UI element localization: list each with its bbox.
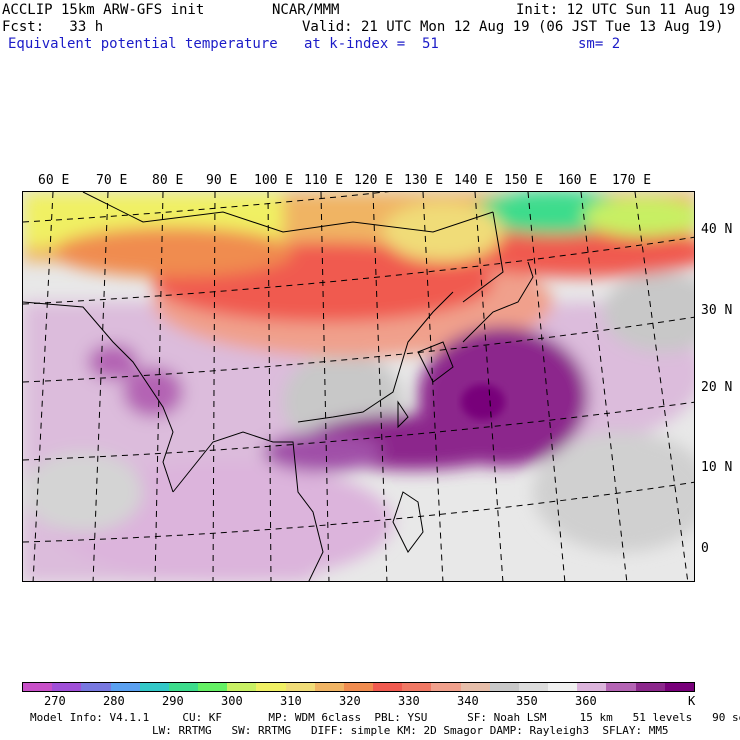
legend-unit: K — [688, 694, 696, 708]
legend-swatch — [23, 683, 53, 691]
legend-swatch — [81, 683, 111, 691]
lat-label: 30 N — [701, 303, 733, 318]
legend-tick: 330 — [398, 694, 420, 708]
legend-swatch — [227, 683, 257, 691]
lon-label: 120 E — [354, 173, 394, 188]
lon-label: 160 E — [558, 173, 598, 188]
model-info-line2: LW: RRTMG SW: RRTMG DIFF: simple KM: 2D … — [152, 724, 669, 737]
color-legend — [22, 682, 695, 692]
legend-swatch — [402, 683, 432, 691]
legend-tick: 350 — [516, 694, 538, 708]
legend-swatch — [548, 683, 578, 691]
lon-label: 140 E — [454, 173, 494, 188]
lon-label: 130 E — [404, 173, 444, 188]
legend-swatch — [489, 683, 519, 691]
legend-swatch — [577, 683, 607, 691]
lat-label: 0 — [701, 541, 709, 556]
level-index: at k-index = 51 — [304, 36, 439, 52]
legend-swatch — [373, 683, 403, 691]
legend-swatch — [52, 683, 82, 691]
smoothing-label: sm= 2 — [578, 36, 621, 52]
valid-time: Valid: 21 UTC Mon 12 Aug 19 (06 JST Tue … — [302, 19, 724, 35]
lon-label: 100 E — [254, 173, 294, 188]
lon-label: 170 E — [612, 173, 652, 188]
legend-tick: 270 — [44, 694, 66, 708]
lat-label: 10 N — [701, 460, 733, 475]
theta-e-field — [23, 192, 694, 581]
organization-label: NCAR/MMM — [272, 2, 340, 18]
legend-swatch — [139, 683, 169, 691]
model-info-line1: Model Info: V4.1.1 CU: KF MP: WDM 6class… — [30, 711, 740, 724]
legend-tick: 290 — [162, 694, 184, 708]
legend-tick: 310 — [280, 694, 302, 708]
legend-tick: 280 — [103, 694, 125, 708]
legend-tick: 340 — [457, 694, 479, 708]
lon-label: 90 E — [206, 173, 238, 188]
legend-tick: 320 — [339, 694, 361, 708]
legend-swatch — [198, 683, 228, 691]
map-panel — [22, 191, 695, 582]
legend-swatch — [110, 683, 140, 691]
legend-swatch — [343, 683, 374, 691]
legend-swatch — [635, 683, 665, 691]
run-title: ACCLIP 15km ARW-GFS init — [2, 2, 205, 18]
lon-label: 80 E — [152, 173, 184, 188]
legend-swatch — [518, 683, 549, 691]
lat-label: 40 N — [701, 222, 733, 237]
legend-tick: 300 — [221, 694, 243, 708]
lon-label: 110 E — [304, 173, 344, 188]
legend-swatch — [664, 683, 694, 691]
lat-label: 20 N — [701, 380, 733, 395]
legend-swatch — [168, 683, 199, 691]
legend-tick: 360 — [575, 694, 597, 708]
lon-label: 150 E — [504, 173, 544, 188]
legend-swatch — [460, 683, 490, 691]
forecast-hour: Fcst: 33 h — [2, 19, 104, 35]
coastlines — [23, 192, 534, 581]
lon-label: 60 E — [38, 173, 70, 188]
legend-swatch — [606, 683, 636, 691]
legend-swatch — [314, 683, 344, 691]
lon-label: 70 E — [96, 173, 128, 188]
legend-swatch — [431, 683, 461, 691]
init-time: Init: 12 UTC Sun 11 Aug 19 — [516, 2, 736, 18]
legend-swatch — [285, 683, 315, 691]
field-name: Equivalent potential temperature — [8, 36, 278, 52]
legend-swatch — [256, 683, 286, 691]
